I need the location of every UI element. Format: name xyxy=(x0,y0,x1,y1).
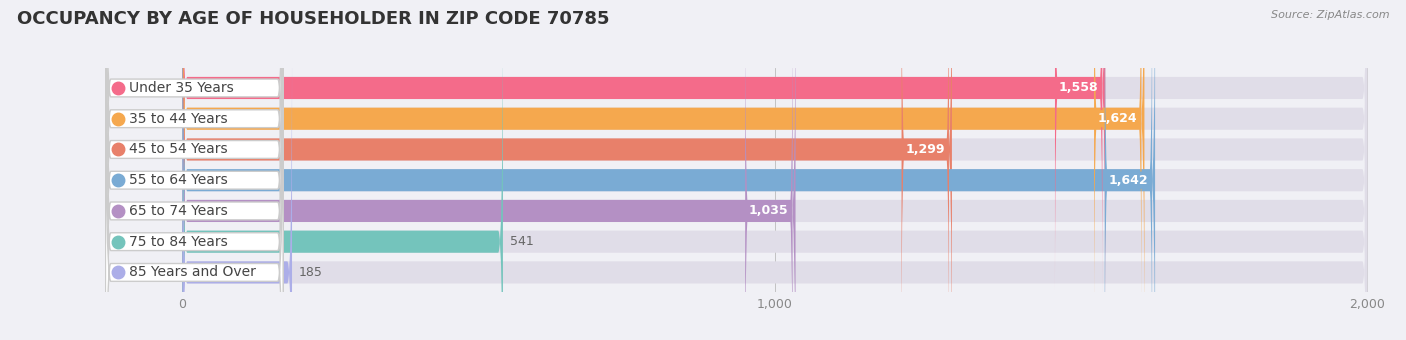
FancyBboxPatch shape xyxy=(745,4,793,340)
FancyBboxPatch shape xyxy=(183,0,1367,340)
Text: 1,299: 1,299 xyxy=(905,143,945,156)
Text: 1,558: 1,558 xyxy=(1059,82,1098,95)
FancyBboxPatch shape xyxy=(105,0,283,340)
FancyBboxPatch shape xyxy=(105,5,283,340)
Text: 85 Years and Over: 85 Years and Over xyxy=(129,266,256,279)
FancyBboxPatch shape xyxy=(183,37,292,340)
Text: 65 to 74 Years: 65 to 74 Years xyxy=(129,204,228,218)
FancyBboxPatch shape xyxy=(901,0,949,340)
Text: OCCUPANCY BY AGE OF HOUSEHOLDER IN ZIP CODE 70785: OCCUPANCY BY AGE OF HOUSEHOLDER IN ZIP C… xyxy=(17,10,609,28)
FancyBboxPatch shape xyxy=(183,0,952,340)
Text: 185: 185 xyxy=(299,266,323,279)
Text: 541: 541 xyxy=(510,235,534,248)
Text: 35 to 44 Years: 35 to 44 Years xyxy=(129,112,228,126)
FancyBboxPatch shape xyxy=(183,0,1367,340)
FancyBboxPatch shape xyxy=(1094,0,1142,325)
FancyBboxPatch shape xyxy=(1105,0,1152,340)
FancyBboxPatch shape xyxy=(183,0,1156,340)
Text: Under 35 Years: Under 35 Years xyxy=(129,81,233,95)
FancyBboxPatch shape xyxy=(1054,0,1102,294)
FancyBboxPatch shape xyxy=(183,0,1105,323)
FancyBboxPatch shape xyxy=(105,0,283,340)
FancyBboxPatch shape xyxy=(183,0,1367,340)
FancyBboxPatch shape xyxy=(105,0,283,340)
FancyBboxPatch shape xyxy=(183,37,1367,340)
Text: 55 to 64 Years: 55 to 64 Years xyxy=(129,173,228,187)
FancyBboxPatch shape xyxy=(105,0,283,340)
Text: 1,035: 1,035 xyxy=(749,204,789,218)
FancyBboxPatch shape xyxy=(183,7,1367,340)
Text: 75 to 84 Years: 75 to 84 Years xyxy=(129,235,228,249)
Text: Source: ZipAtlas.com: Source: ZipAtlas.com xyxy=(1271,10,1389,20)
Text: 45 to 54 Years: 45 to 54 Years xyxy=(129,142,228,156)
Text: 1,642: 1,642 xyxy=(1108,174,1149,187)
FancyBboxPatch shape xyxy=(183,0,1367,340)
FancyBboxPatch shape xyxy=(105,0,283,340)
FancyBboxPatch shape xyxy=(183,7,503,340)
FancyBboxPatch shape xyxy=(105,0,283,340)
FancyBboxPatch shape xyxy=(183,0,1144,340)
FancyBboxPatch shape xyxy=(183,0,796,340)
FancyBboxPatch shape xyxy=(183,0,1367,323)
Text: 1,624: 1,624 xyxy=(1098,112,1137,125)
